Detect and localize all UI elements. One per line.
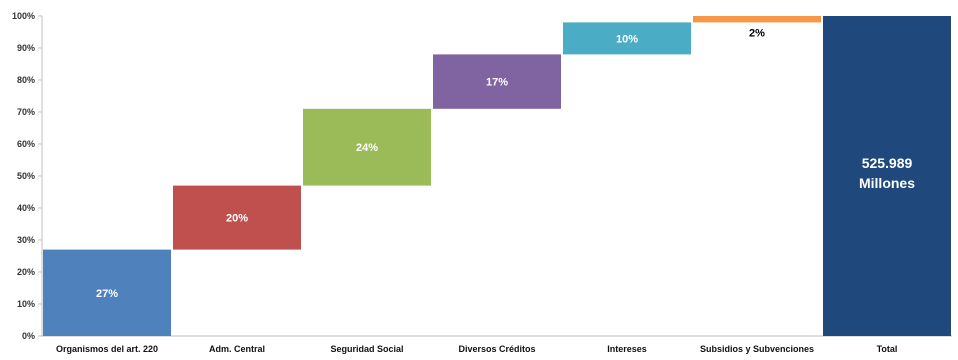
x-tick-label: Seguridad Social xyxy=(330,344,403,354)
data-label: 17% xyxy=(486,77,508,89)
x-tick-label: Subsidios y Subvenciones xyxy=(700,344,814,354)
x-tick-label: Total xyxy=(877,344,898,354)
bar-6 xyxy=(693,16,821,23)
bar-1 xyxy=(43,249,171,336)
data-label: 2% xyxy=(749,27,765,39)
data-label: 24% xyxy=(356,142,378,154)
y-tick-label: 90% xyxy=(17,43,35,53)
total-label: 525.989 xyxy=(862,155,913,171)
bar-2 xyxy=(173,185,301,250)
y-tick-label: 70% xyxy=(17,107,35,117)
y-tick-label: 100% xyxy=(12,11,35,21)
y-tick-label: 10% xyxy=(17,299,35,309)
bar-5 xyxy=(563,22,691,55)
bar-total xyxy=(823,16,951,336)
axis-layer: 0% 10% 20% 30% 40% 50% 60% 70% 80% 90% 100% xyxy=(12,11,952,341)
data-label: 20% xyxy=(226,213,248,225)
y-tick-label: 40% xyxy=(17,203,35,213)
labels-layer: Organismos del art. 220 27% Adm. Central 20… xyxy=(56,27,915,354)
bars-layer xyxy=(43,16,951,336)
y-tick-label: 50% xyxy=(17,171,35,181)
total-label: Millones xyxy=(859,175,915,191)
bar-3 xyxy=(303,108,431,186)
data-label: 10% xyxy=(616,33,638,45)
y-tick-label: 20% xyxy=(17,267,35,277)
y-tick-label: 80% xyxy=(17,75,35,85)
x-tick-label: Intereses xyxy=(607,344,647,354)
x-tick-label: Organismos del art. 220 xyxy=(56,344,158,354)
bar-4 xyxy=(433,54,561,109)
y-tick-label: 60% xyxy=(17,139,35,149)
x-tick-label: Adm. Central xyxy=(209,344,265,354)
y-tick-label: 0% xyxy=(22,331,35,341)
y-tick-label: 30% xyxy=(17,235,35,245)
data-label: 27% xyxy=(96,288,118,300)
x-tick-label: Diversos Créditos xyxy=(458,344,535,354)
